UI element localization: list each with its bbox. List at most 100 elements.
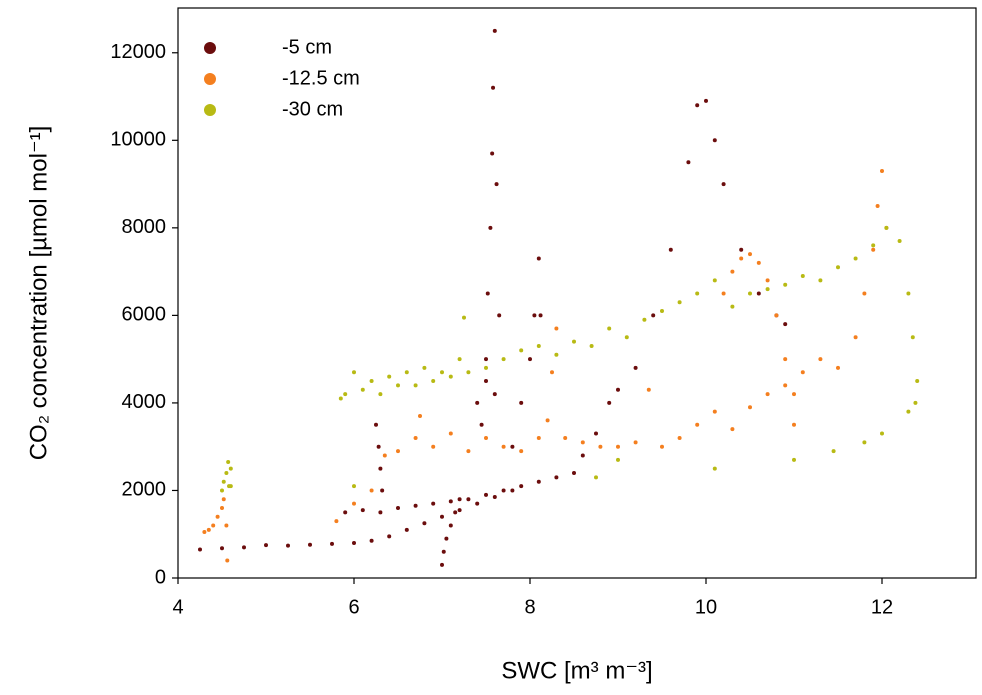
legend-label: -12.5 cm (282, 67, 360, 89)
point (501, 488, 506, 493)
point (378, 392, 383, 397)
point (721, 291, 726, 296)
point (360, 508, 365, 513)
legend-label: -5 cm (282, 36, 332, 58)
point (677, 435, 682, 440)
point (376, 444, 381, 449)
point (404, 527, 409, 532)
point (490, 151, 495, 156)
point (660, 309, 664, 314)
point (510, 444, 515, 449)
point (739, 247, 744, 252)
point (792, 457, 796, 462)
point (228, 466, 233, 471)
point (202, 530, 207, 535)
point (352, 370, 356, 375)
point (616, 444, 620, 449)
point (686, 160, 691, 165)
point (756, 260, 761, 265)
point (712, 466, 717, 471)
point (616, 457, 620, 462)
point (836, 365, 840, 370)
point (594, 475, 598, 480)
point (836, 265, 840, 270)
point (220, 505, 224, 510)
point (739, 256, 744, 261)
point (352, 501, 356, 506)
point (492, 495, 497, 500)
point (484, 492, 488, 497)
point (695, 291, 700, 296)
point (485, 291, 490, 296)
point (554, 475, 559, 480)
point (352, 540, 356, 545)
point (913, 400, 918, 405)
point (422, 521, 427, 526)
point (484, 379, 488, 384)
point (418, 414, 422, 419)
point (607, 400, 612, 405)
point (492, 28, 497, 33)
point (853, 256, 858, 261)
plot-frame (177, 7, 977, 579)
point (484, 365, 488, 370)
point (334, 519, 339, 524)
point (448, 523, 453, 528)
point (818, 357, 823, 362)
point (286, 543, 290, 548)
point (453, 510, 458, 515)
point (308, 542, 312, 547)
point (616, 387, 620, 392)
point (211, 523, 216, 528)
point (343, 392, 348, 397)
point (633, 365, 638, 370)
point (765, 392, 770, 397)
x-axis-label: SWC [m³ m⁻³] (501, 657, 652, 684)
point (818, 278, 823, 283)
point (871, 243, 876, 248)
y-tick-label: 2000 (122, 479, 167, 501)
point (413, 503, 418, 508)
point (536, 435, 541, 440)
point (580, 453, 585, 458)
point (594, 431, 598, 436)
point (466, 449, 471, 454)
point (431, 444, 436, 449)
point (510, 488, 515, 493)
point (897, 238, 902, 243)
point (792, 422, 796, 427)
point (374, 422, 378, 427)
point (466, 497, 471, 502)
point (440, 370, 444, 375)
point (915, 379, 920, 384)
point (221, 497, 226, 502)
point (633, 440, 638, 445)
point (554, 352, 559, 357)
point (479, 422, 484, 427)
point (572, 470, 576, 475)
point (695, 103, 700, 108)
point (800, 370, 805, 375)
point (475, 501, 480, 506)
point (396, 505, 400, 510)
y-tick-label: 12000 (110, 41, 166, 63)
point (910, 335, 915, 340)
point (226, 460, 231, 465)
point (206, 527, 211, 532)
point (624, 335, 629, 340)
point (875, 203, 880, 208)
point (343, 510, 348, 515)
point (448, 499, 453, 504)
y-tick-label: 0 (155, 566, 166, 588)
point (225, 558, 230, 563)
point (712, 138, 717, 143)
point (387, 534, 392, 539)
point (457, 508, 462, 513)
legend-label: -30 cm (282, 98, 343, 120)
point (853, 335, 858, 340)
point (228, 484, 233, 489)
point (501, 444, 506, 449)
point (497, 313, 502, 318)
point (792, 392, 796, 397)
